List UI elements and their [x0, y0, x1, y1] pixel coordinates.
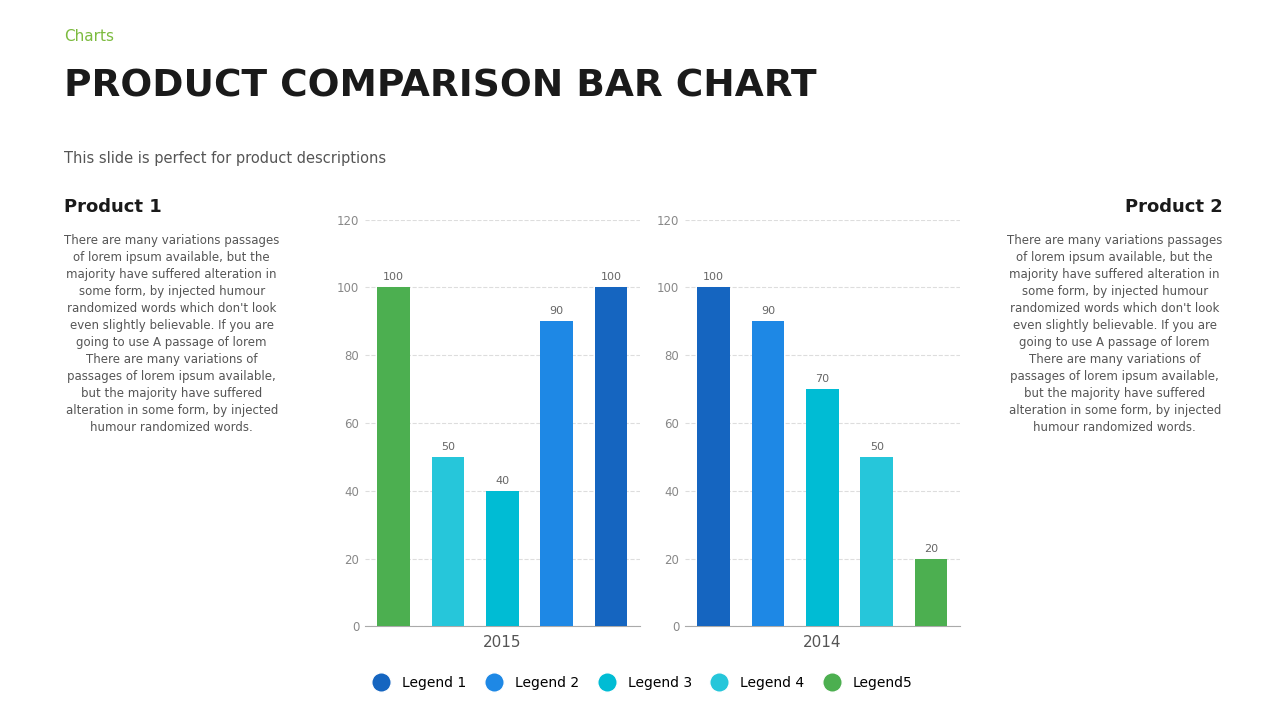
Text: 40: 40 [495, 476, 509, 486]
Text: 70: 70 [815, 374, 829, 384]
Text: 100: 100 [703, 272, 724, 282]
Bar [595, 287, 627, 626]
Text: 100: 100 [383, 272, 404, 282]
Bar [540, 321, 573, 626]
Text: PRODUCT COMPARISON BAR CHART: PRODUCT COMPARISON BAR CHART [64, 68, 817, 104]
X-axis label: 2014: 2014 [803, 635, 842, 649]
Text: Charts: Charts [64, 29, 114, 44]
X-axis label: 2015: 2015 [483, 635, 522, 649]
Bar [806, 389, 838, 626]
Text: 90: 90 [549, 306, 564, 316]
Text: There are many variations passages
of lorem ipsum available, but the
majority ha: There are many variations passages of lo… [1007, 234, 1222, 434]
Bar [378, 287, 410, 626]
Bar [486, 491, 518, 626]
Bar [751, 321, 785, 626]
Text: There are many variations passages
of lorem ipsum available, but the
majority ha: There are many variations passages of lo… [64, 234, 279, 434]
Text: 90: 90 [760, 306, 776, 316]
Bar [431, 457, 465, 626]
Text: 50: 50 [442, 442, 454, 452]
Bar [915, 559, 947, 626]
Legend: Legend 1, Legend 2, Legend 3, Legend 4, Legend5: Legend 1, Legend 2, Legend 3, Legend 4, … [362, 670, 918, 695]
Text: 100: 100 [600, 272, 622, 282]
Text: 20: 20 [924, 544, 938, 554]
Text: This slide is perfect for product descriptions: This slide is perfect for product descri… [64, 151, 387, 166]
Bar [860, 457, 893, 626]
Text: Product 1: Product 1 [64, 198, 161, 216]
Text: 50: 50 [870, 442, 883, 452]
Text: Product 2: Product 2 [1125, 198, 1222, 216]
Bar [698, 287, 730, 626]
